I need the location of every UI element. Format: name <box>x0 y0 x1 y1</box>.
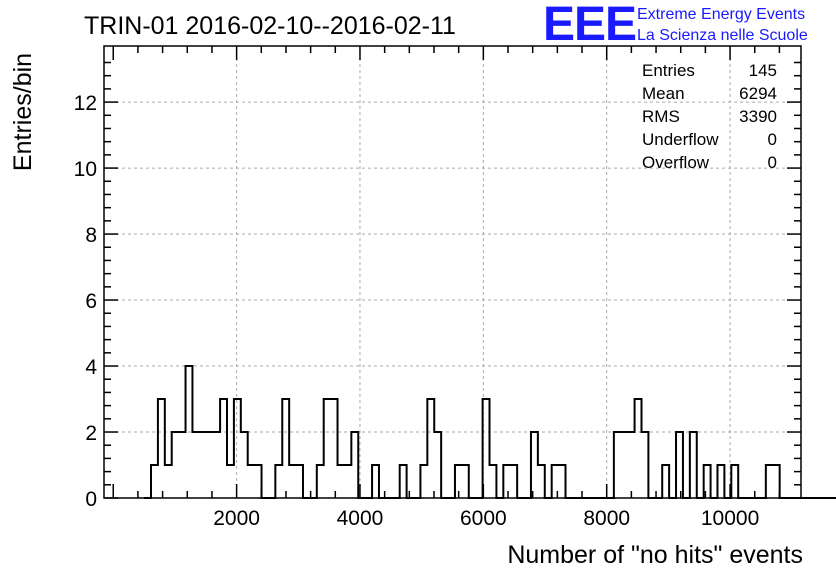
stats-label: Overflow <box>642 153 710 172</box>
histogram-bin <box>462 465 469 498</box>
histogram-bin <box>255 465 262 498</box>
histogram-bin <box>773 465 780 498</box>
axis-ticks <box>104 46 801 499</box>
histogram-outline <box>144 365 836 499</box>
stats-value: 0 <box>768 153 777 172</box>
eee-logo: EEE Extreme Energy Events La Scienza nel… <box>543 0 808 51</box>
histogram-bin <box>731 465 738 498</box>
y-tick-label: 10 <box>74 158 97 181</box>
x-tick-label: 2000 <box>213 507 260 530</box>
histogram-bin <box>690 432 697 498</box>
histogram-bin <box>192 432 199 498</box>
stats-label: Entries <box>642 61 695 80</box>
histogram-bin <box>213 432 220 498</box>
histogram-bin <box>151 465 158 498</box>
histogram-bin <box>503 465 510 498</box>
histogram-bin <box>662 465 669 498</box>
x-tick-label: 4000 <box>337 507 384 530</box>
histogram-bin <box>234 399 241 498</box>
y-tick-label: 2 <box>85 422 97 445</box>
histogram-bin <box>317 465 324 498</box>
y-tick-label: 0 <box>85 488 97 511</box>
histogram-bars <box>144 365 836 499</box>
histogram-bin <box>199 432 206 498</box>
stats-box: Entries 145 Mean 6294 RMS 3390 Underflow… <box>642 61 777 172</box>
histogram-bin <box>227 465 234 498</box>
stats-label: Underflow <box>642 130 719 149</box>
eee-logo-mark: EEE <box>543 0 636 51</box>
histogram-bin <box>621 432 628 498</box>
histogram-bin <box>179 432 186 498</box>
histogram-bin <box>559 465 566 498</box>
x-tick-label: 8000 <box>583 507 630 530</box>
histogram-bin <box>186 366 193 498</box>
histogram-bin <box>282 399 289 498</box>
histogram-bin <box>717 465 724 498</box>
histogram-bin <box>158 399 165 498</box>
histogram-bin <box>400 465 407 498</box>
y-tick-label: 6 <box>85 290 97 313</box>
histogram-bin <box>635 399 642 498</box>
histogram-bin <box>510 465 517 498</box>
eee-logo-line2: La Scienza nelle Scuole <box>637 27 808 44</box>
stats-value: 3390 <box>739 107 777 126</box>
histogram-bin <box>344 465 351 498</box>
x-axis-label: Number of "no hits" events <box>507 541 803 569</box>
histogram-bin <box>248 465 255 498</box>
histogram-bin <box>338 465 345 498</box>
x-tick-label: 10000 <box>701 507 759 530</box>
histogram-bin <box>531 432 538 498</box>
histogram-bin <box>331 399 338 498</box>
histogram-bin <box>289 465 296 498</box>
histogram-bin <box>220 399 227 498</box>
histogram-bin <box>372 465 379 498</box>
eee-logo-line1: Extreme Energy Events <box>637 6 805 23</box>
stats-value: 6294 <box>739 84 777 103</box>
histogram-bin <box>614 432 621 498</box>
stats-row-rms: RMS 3390 <box>642 107 777 126</box>
histogram-bin <box>538 465 545 498</box>
histogram-bin <box>296 465 303 498</box>
stats-label: Mean <box>642 84 685 103</box>
histogram-bin <box>324 399 331 498</box>
stats-label: RMS <box>642 107 680 126</box>
y-tick-label: 4 <box>85 356 97 379</box>
histogram-bin <box>676 432 683 498</box>
histogram-bin <box>420 465 427 498</box>
histogram-bin <box>165 465 172 498</box>
stats-row-mean: Mean 6294 <box>642 84 777 103</box>
stats-row-entries: Entries 145 <box>642 61 777 80</box>
histogram-bin <box>241 432 248 498</box>
histogram-bin <box>206 432 213 498</box>
stats-value: 0 <box>768 130 777 149</box>
histogram-bin <box>427 399 434 498</box>
histogram-bin <box>172 432 179 498</box>
y-tick-label: 12 <box>74 92 97 115</box>
axis-tick-labels: 2000 4000 6000 8000 10000 0 2 4 6 8 10 12 <box>74 92 760 530</box>
y-axis-label: Entries/bin <box>9 53 37 171</box>
x-tick-label: 6000 <box>460 507 507 530</box>
plot-frame <box>103 45 802 499</box>
stats-value: 145 <box>749 61 777 80</box>
y-tick-label: 8 <box>85 224 97 247</box>
histogram-bin <box>490 465 497 498</box>
grid-lines <box>104 46 801 498</box>
chart-title: TRIN-01 2016-02-10--2016-02-11 <box>84 12 456 40</box>
histogram-bin <box>434 432 441 498</box>
stats-row-overflow: Overflow 0 <box>642 153 777 172</box>
histogram-bin <box>641 432 648 498</box>
histogram-bin <box>483 399 490 498</box>
histogram-bin <box>351 432 358 498</box>
histogram-bin <box>628 432 635 498</box>
histogram-bin <box>275 465 282 498</box>
stats-row-underflow: Underflow 0 <box>642 130 777 149</box>
histogram-bin <box>766 465 773 498</box>
